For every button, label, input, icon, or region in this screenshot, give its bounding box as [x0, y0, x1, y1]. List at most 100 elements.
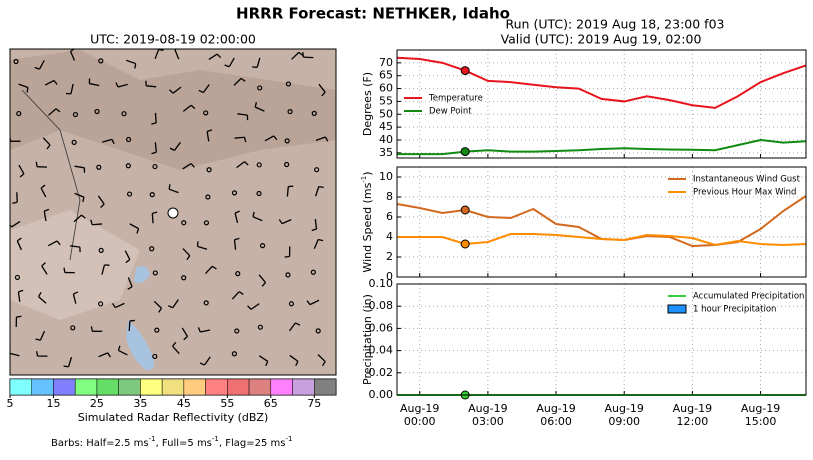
wind-barb — [153, 300, 162, 309]
colorbar-cell — [53, 378, 76, 396]
text-part: Precipitation (in) — [361, 294, 374, 385]
wind-barb — [126, 59, 136, 65]
wind-barb — [174, 49, 180, 60]
wind-barb-flag — [196, 241, 199, 247]
y-tick-label: 45 — [379, 120, 393, 133]
wind-barb — [146, 85, 157, 88]
wind-barb-flag — [254, 102, 258, 108]
wind-barb-flag — [197, 327, 201, 333]
wind-barb-flag — [244, 161, 249, 166]
wind-barb-flag — [169, 147, 175, 151]
run-title: Run (UTC): 2019 Aug 18, 23:00 f03 — [506, 17, 725, 32]
wind-barb-flag — [10, 224, 13, 228]
wind-barb — [317, 354, 326, 363]
x-tick-label: Aug-19 15:00 — [741, 402, 780, 428]
y-tick-label: 0.04 — [369, 344, 394, 357]
calm-station — [288, 301, 295, 307]
wind-barb-flag — [35, 338, 41, 341]
text-part: Wind Speed (ms — [361, 182, 374, 272]
wind-barb-flag — [186, 255, 191, 261]
wind-barb — [70, 83, 74, 94]
legend-label: Accumulated Precipitation — [693, 292, 804, 302]
wind-barb — [258, 274, 266, 283]
wind-barb-flag — [252, 66, 258, 69]
x-tick-label: Aug-19 09:00 — [604, 402, 643, 428]
colorbar-cell — [96, 378, 119, 396]
x-tick-line: Aug-19 — [741, 402, 780, 415]
superscript: -1 — [212, 435, 219, 443]
calm-station — [125, 136, 132, 143]
wind-barb-flag — [81, 214, 86, 219]
calm-station — [14, 274, 21, 281]
colorbar-cell — [292, 378, 315, 396]
wind-barb-flag — [115, 82, 119, 88]
wind-barb-flag — [158, 49, 164, 52]
wind-barb — [39, 330, 46, 341]
lake — [134, 266, 150, 283]
wind-barb-flag — [306, 300, 311, 306]
colorbar-cell — [140, 378, 163, 396]
wind-barb-flag — [298, 51, 304, 56]
wind-barb-flag — [18, 289, 24, 293]
wind-barb-flag — [90, 326, 93, 332]
wind-barb — [168, 188, 179, 194]
wind-barb — [234, 136, 245, 139]
wind-barb-flag — [63, 267, 66, 273]
colorbar-tick-label: 65 — [264, 397, 278, 410]
wind-barb — [309, 299, 320, 306]
current-marker — [460, 239, 470, 249]
superscript: -1 — [285, 435, 292, 443]
y-tick-label: 70 — [379, 56, 393, 69]
calm-station — [121, 111, 127, 117]
x-tick-line: Aug-19 — [604, 402, 643, 415]
wind-barb-flag — [158, 307, 163, 313]
wind-barb-flag — [117, 345, 121, 351]
wind-barb — [281, 219, 292, 225]
y-axis-label: Wind Speed (ms-1) — [360, 171, 374, 272]
wind-barb-flag — [168, 184, 171, 190]
wind-barb-flag — [167, 305, 174, 309]
calm-station — [154, 327, 160, 333]
wind-barb-flag — [111, 139, 115, 145]
wind-barb — [202, 84, 210, 93]
y-tick-label: 0.00 — [369, 388, 394, 401]
wind-barb — [154, 142, 157, 153]
wind-barb — [182, 104, 192, 112]
x-tick-line: 00:00 — [404, 415, 436, 428]
wind-barb — [315, 186, 320, 197]
x-tick-label: Aug-19 12:00 — [673, 402, 712, 428]
calm-station — [310, 269, 316, 275]
y-tick-label: 65 — [379, 69, 393, 82]
wind-barb — [314, 219, 318, 230]
wind-barb-flag — [211, 265, 217, 270]
wind-barb-flag — [234, 237, 240, 241]
wind-barb — [173, 141, 181, 151]
colorbar-cell — [74, 378, 98, 396]
x-tick-label: Aug-19 00:00 — [400, 402, 439, 428]
plot-area — [397, 167, 806, 277]
x-tick-line: Aug-19 — [673, 402, 712, 415]
text-part: Degrees (F) — [361, 72, 374, 136]
wind-barb — [69, 51, 76, 61]
calm-station — [13, 58, 19, 65]
wind-barb — [313, 239, 319, 249]
wind-barb — [318, 83, 326, 93]
y-tick-label: 60 — [379, 82, 393, 95]
wind-barb — [127, 277, 133, 287]
wind-barb-flag — [190, 104, 196, 110]
x-tick-line: 03:00 — [472, 415, 504, 428]
wind-barb-flag — [136, 228, 140, 234]
wind-barb-flag — [40, 184, 46, 189]
wind-barb — [38, 60, 45, 70]
wind-barb — [154, 49, 160, 60]
plot-frame — [396, 166, 807, 278]
calm-station — [94, 108, 100, 115]
wind-barb — [204, 265, 213, 275]
current-marker — [460, 66, 470, 76]
wind-barb-flag — [41, 262, 46, 267]
wind-barb-flag — [321, 91, 326, 97]
calm-station — [72, 111, 79, 118]
calm-station — [256, 162, 262, 168]
wind-barb — [264, 135, 274, 142]
calm-station — [98, 247, 104, 253]
